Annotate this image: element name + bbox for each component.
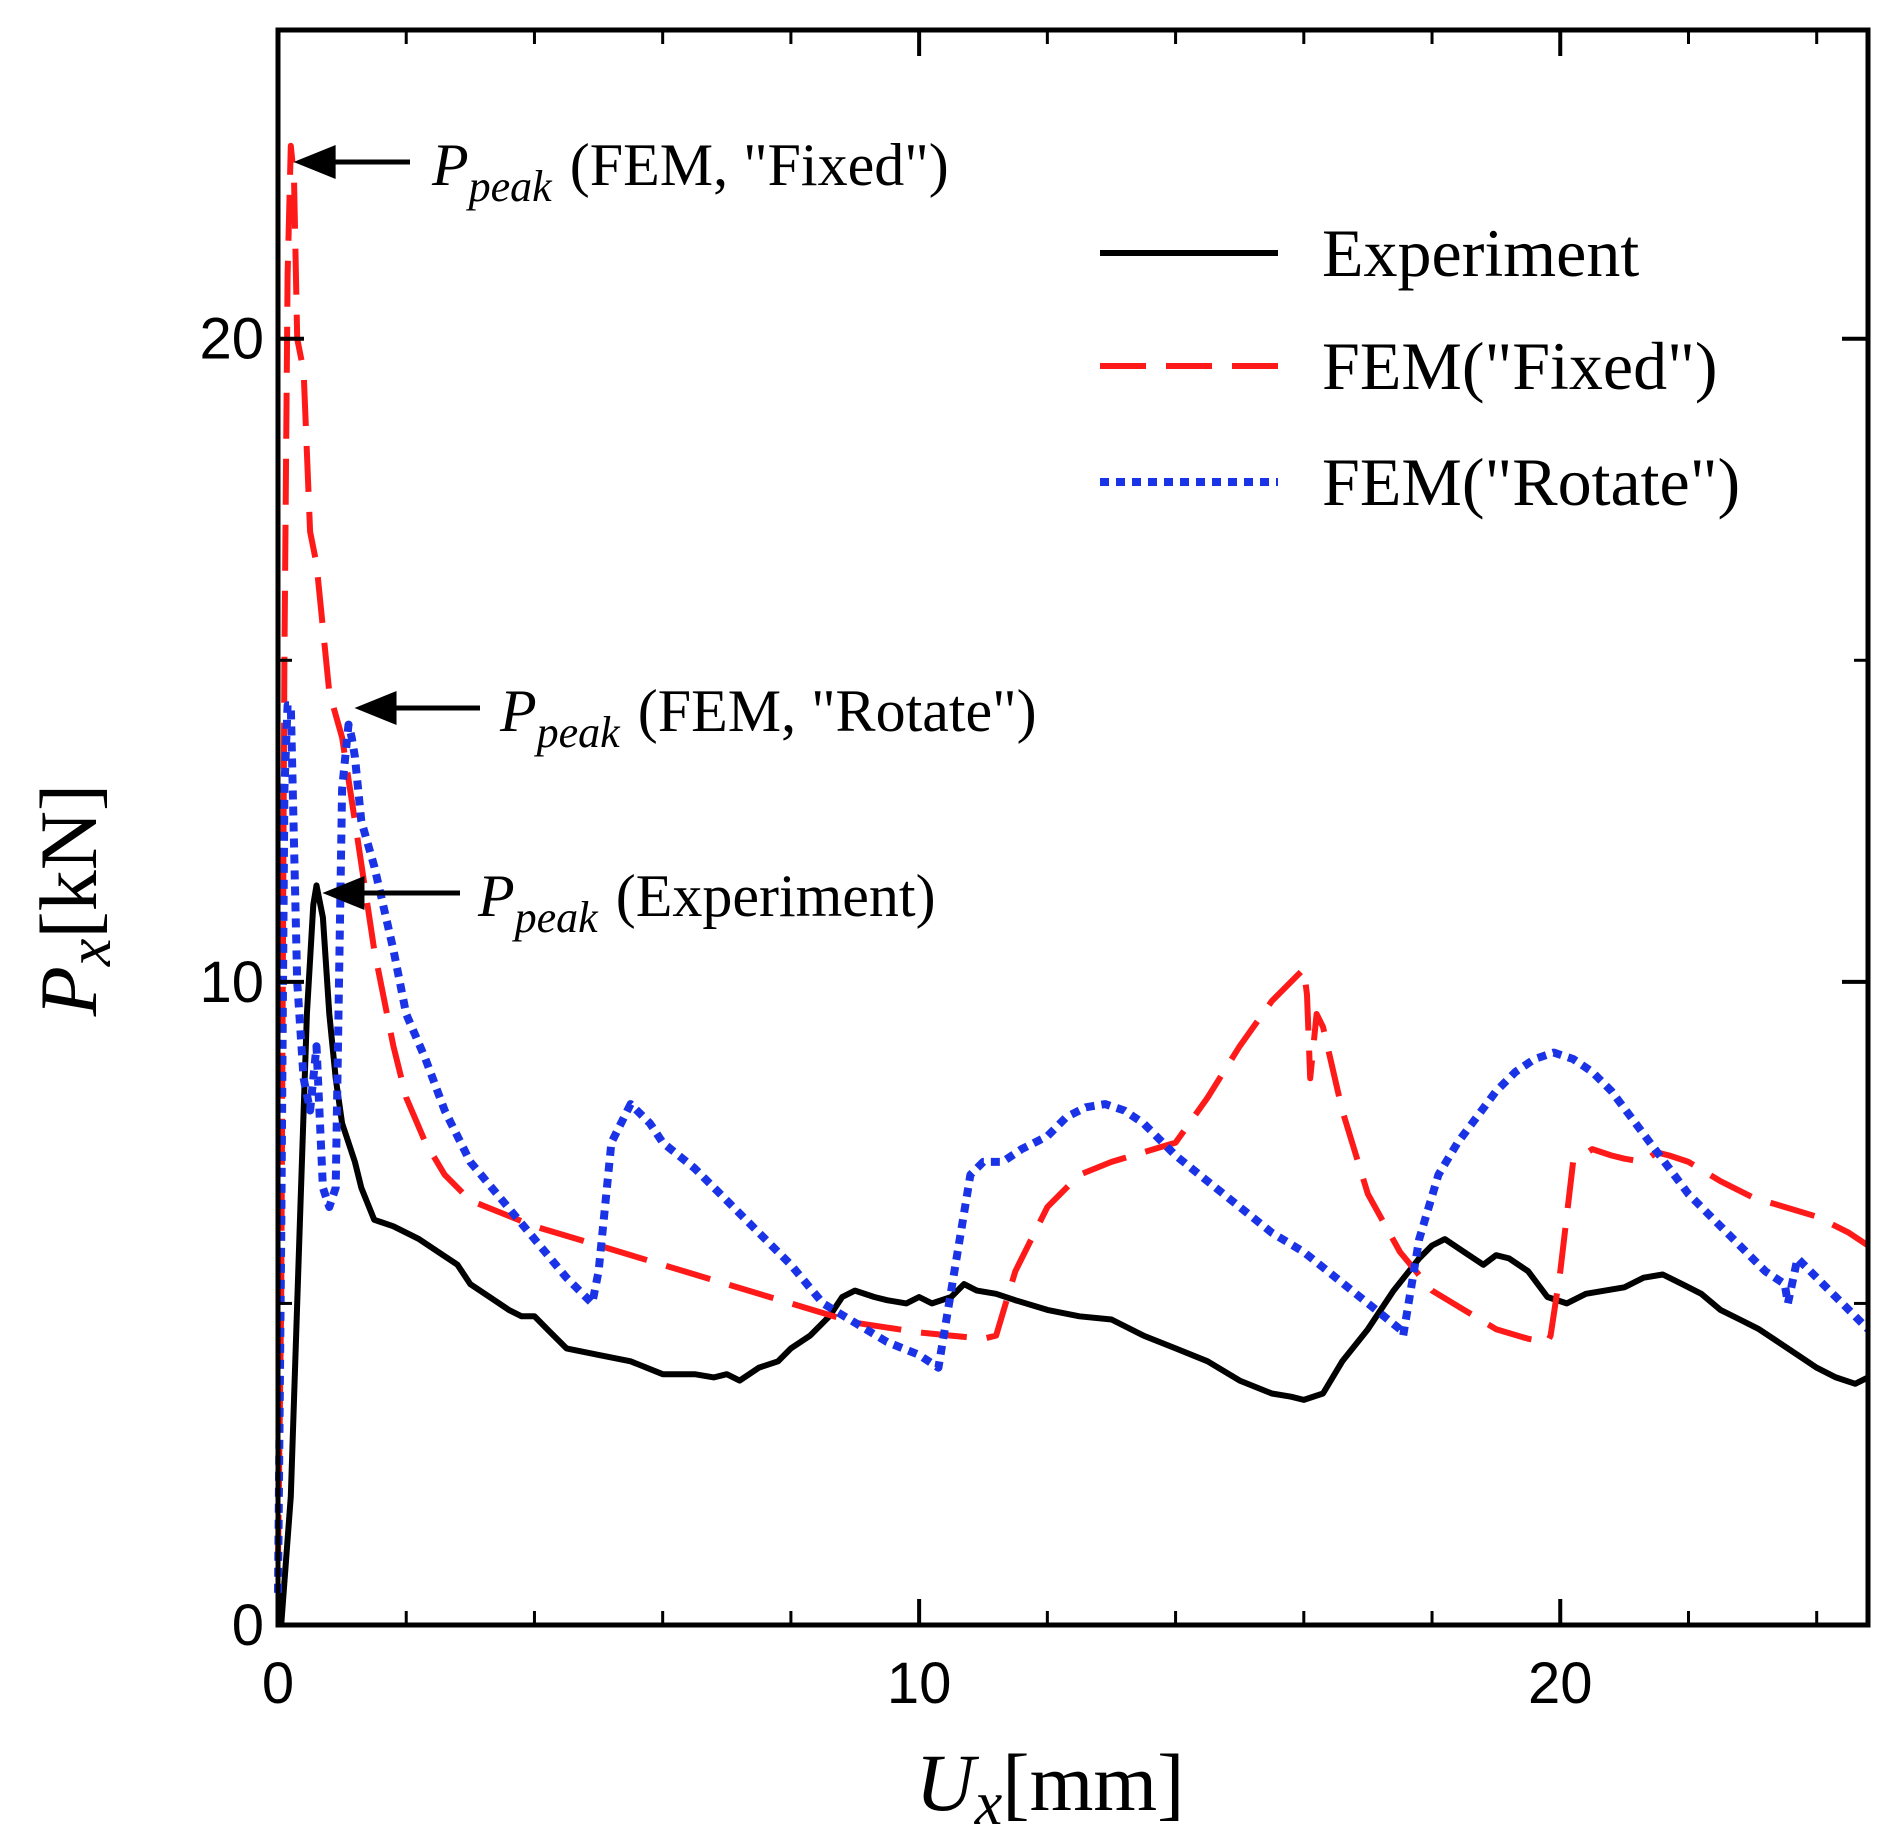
legend-item-fem-fixed: FEM("Fixed") xyxy=(1100,328,1718,404)
annotation-arrowhead-fem-rotate xyxy=(354,691,397,725)
annotation-label-experiment: Ppeak (Experiment) xyxy=(477,863,936,942)
x-tick-label: 20 xyxy=(1528,1651,1593,1716)
annotation-peak-experiment: Ppeak (Experiment) xyxy=(322,863,936,942)
plot-frame xyxy=(275,27,1871,1628)
annotation-label-fem-rotate: Ppeak (FEM, "Rotate") xyxy=(499,678,1037,757)
series-layer xyxy=(274,142,1871,1626)
annotation-arrowhead-experiment xyxy=(322,876,365,910)
legend-label-fem-fixed: FEM("Fixed") xyxy=(1322,328,1718,404)
x-axis-title: Ux[mm] xyxy=(916,1737,1185,1838)
y-axis-symbol: P xyxy=(23,966,114,1017)
y-axis-unit: [kN] xyxy=(23,784,114,939)
x-axis-unit: [mm] xyxy=(1002,1737,1184,1828)
legend: Experiment FEM("Fixed") FEM("Rotate") xyxy=(1100,215,1740,520)
x-tick-label: 10 xyxy=(887,1651,952,1716)
y-tick-label: 10 xyxy=(199,950,264,1015)
legend-label-fem-rotate: FEM("Rotate") xyxy=(1322,444,1740,520)
annotations: Ppeak (FEM, "Fixed") Ppeak (FEM, "Rotate")… xyxy=(293,132,1037,942)
series-line-experiment xyxy=(278,882,1870,1626)
annotation-peak-fem-rotate: Ppeak (FEM, "Rotate") xyxy=(354,678,1037,757)
annotation-arrowhead-fem-fixed xyxy=(293,145,336,179)
series-line-fem-rotate xyxy=(274,701,1871,1593)
y-tick-label: 20 xyxy=(199,307,264,372)
tick-labels: 0 10 20 0 10 20 xyxy=(199,307,1592,1716)
y-axis-title: Px[kN] xyxy=(23,784,124,1017)
axis-ticks xyxy=(276,30,1868,1627)
x-axis-symbol: U xyxy=(916,1737,980,1828)
y-axis-subscript: x xyxy=(56,938,124,967)
legend-item-fem-rotate: FEM("Rotate") xyxy=(1100,444,1740,520)
annotation-label-fem-fixed: Ppeak (FEM, "Fixed") xyxy=(431,132,949,211)
annotation-peak-fem-fixed: Ppeak (FEM, "Fixed") xyxy=(293,132,949,211)
y-tick-label: 0 xyxy=(232,1593,264,1658)
legend-label-experiment: Experiment xyxy=(1322,215,1639,291)
series-line-fem-fixed xyxy=(275,142,1870,1561)
x-axis-subscript: x xyxy=(974,1770,1003,1838)
x-tick-label: 0 xyxy=(262,1651,294,1716)
legend-item-experiment: Experiment xyxy=(1100,215,1639,291)
